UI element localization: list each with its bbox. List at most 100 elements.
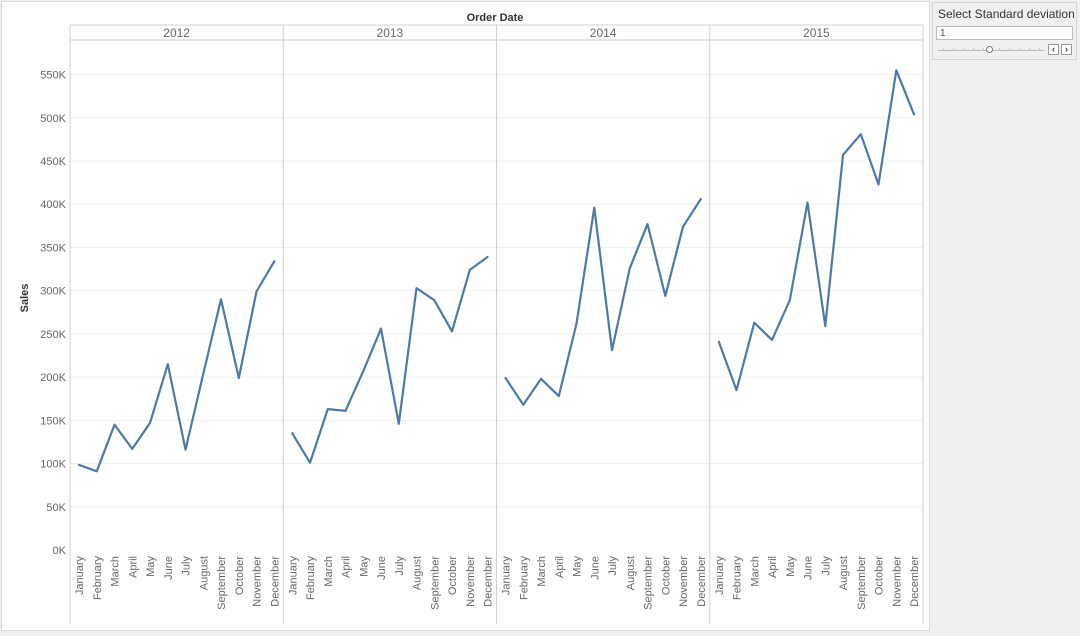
- x-tick-label: March: [536, 556, 548, 587]
- data-point[interactable]: [680, 224, 686, 230]
- x-tick-label: July: [820, 556, 832, 576]
- x-tick-label: May: [572, 556, 584, 577]
- data-point[interactable]: [165, 361, 171, 367]
- x-tick-label: May: [145, 556, 157, 577]
- x-tick-label: August: [838, 556, 850, 590]
- x-tick-label: February: [92, 556, 104, 601]
- data-point[interactable]: [591, 205, 597, 211]
- x-tick-label: April: [767, 556, 779, 578]
- data-point[interactable]: [183, 447, 189, 453]
- parameter-title: Select Standard deviation: [938, 7, 1075, 21]
- data-point[interactable]: [858, 131, 864, 137]
- x-tick-label: July: [394, 556, 406, 576]
- slider-tick: [973, 48, 974, 51]
- y-tick-label: 200K: [40, 372, 66, 384]
- sales-line-2012[interactable]: [77, 260, 276, 473]
- y-tick-label: 450K: [40, 156, 66, 168]
- data-point[interactable]: [734, 387, 740, 393]
- standard-deviation-parameter-card: Select Standard deviation 1 ‹ ›: [932, 2, 1077, 60]
- x-tick-label: September: [216, 556, 228, 610]
- data-point[interactable]: [769, 337, 775, 343]
- data-point[interactable]: [236, 375, 242, 381]
- x-tick-label: June: [163, 556, 175, 580]
- data-point[interactable]: [254, 289, 260, 295]
- x-tick-label: September: [429, 556, 441, 610]
- x-tick-label: December: [909, 556, 921, 607]
- data-point[interactable]: [503, 375, 509, 381]
- x-tick-label: July: [607, 556, 619, 576]
- data-point[interactable]: [343, 408, 349, 414]
- chart-area: 2012 2013 2014 2015 0K 50K 100K 150K 200K 250K 30…: [1, 1, 930, 631]
- data-point[interactable]: [467, 267, 473, 273]
- data-point[interactable]: [218, 296, 224, 302]
- x-tick-label: August: [412, 556, 424, 590]
- data-point[interactable]: [289, 430, 295, 436]
- y-tick-label: 550K: [40, 70, 66, 82]
- std-dev-slider-thumb[interactable]: [986, 46, 993, 53]
- y-tick-label: 150K: [40, 415, 66, 427]
- x-tick-label: September: [643, 556, 655, 610]
- data-point[interactable]: [449, 328, 455, 334]
- data-point[interactable]: [307, 460, 313, 466]
- data-point[interactable]: [325, 406, 331, 412]
- y-tick-label: 0K: [53, 545, 67, 557]
- year-header-2014: 2014: [590, 26, 617, 40]
- data-point[interactable]: [840, 152, 846, 158]
- data-point[interactable]: [787, 297, 793, 303]
- data-point[interactable]: [698, 196, 704, 202]
- slider-tick: [1009, 48, 1010, 51]
- data-point[interactable]: [396, 421, 402, 427]
- sales-line-chart: 2012 2013 2014 2015 0K 50K 100K 150K 200K 250K 30…: [19, 12, 924, 624]
- data-point[interactable]: [129, 446, 135, 452]
- data-point[interactable]: [627, 265, 633, 271]
- year-header-2015: 2015: [803, 26, 830, 40]
- data-point[interactable]: [271, 258, 277, 264]
- x-tick-label: October: [447, 556, 459, 595]
- std-dev-value-input[interactable]: 1: [936, 26, 1073, 40]
- decrement-button[interactable]: ‹: [1048, 44, 1059, 55]
- data-point[interactable]: [662, 293, 668, 299]
- sales-line-2015[interactable]: [717, 69, 916, 392]
- data-point[interactable]: [94, 468, 100, 474]
- slider-tick: [1019, 48, 1020, 51]
- data-point[interactable]: [485, 254, 491, 260]
- data-point[interactable]: [893, 67, 899, 73]
- x-tick-label: June: [589, 556, 601, 580]
- sales-line-2013[interactable]: [291, 255, 489, 464]
- x-tick-label: May: [358, 556, 370, 577]
- x-tick-label: January: [714, 556, 726, 596]
- data-point[interactable]: [147, 420, 153, 426]
- data-point[interactable]: [538, 376, 544, 382]
- x-tick-label: January: [287, 556, 299, 596]
- data-point[interactable]: [200, 371, 206, 377]
- data-point[interactable]: [431, 297, 437, 303]
- x-tick-label: April: [554, 556, 566, 578]
- data-point[interactable]: [414, 285, 420, 291]
- data-point[interactable]: [645, 221, 651, 227]
- data-point[interactable]: [876, 181, 882, 187]
- y-tick-label: 250K: [40, 329, 66, 341]
- slider-tick: [983, 48, 984, 51]
- data-point[interactable]: [751, 320, 757, 326]
- x-tick-label: March: [749, 556, 761, 587]
- data-point[interactable]: [556, 393, 562, 399]
- data-point[interactable]: [520, 402, 526, 408]
- data-point[interactable]: [574, 321, 580, 327]
- data-point[interactable]: [805, 200, 811, 206]
- data-point[interactable]: [76, 462, 82, 468]
- data-point[interactable]: [911, 111, 917, 117]
- x-tick-label: July: [181, 556, 193, 576]
- data-point[interactable]: [822, 323, 828, 329]
- data-point[interactable]: [360, 368, 366, 374]
- sales-line-2014[interactable]: [504, 198, 702, 406]
- x-tick-label: October: [234, 556, 246, 595]
- x-tick-label: November: [678, 556, 690, 607]
- data-point[interactable]: [716, 339, 722, 345]
- data-point[interactable]: [609, 347, 615, 353]
- data-point[interactable]: [378, 326, 384, 332]
- x-tick-label: March: [323, 556, 335, 587]
- increment-button[interactable]: ›: [1061, 44, 1072, 55]
- slider-tick: [963, 48, 964, 51]
- x-tick-label: February: [518, 556, 530, 601]
- data-point[interactable]: [112, 422, 118, 428]
